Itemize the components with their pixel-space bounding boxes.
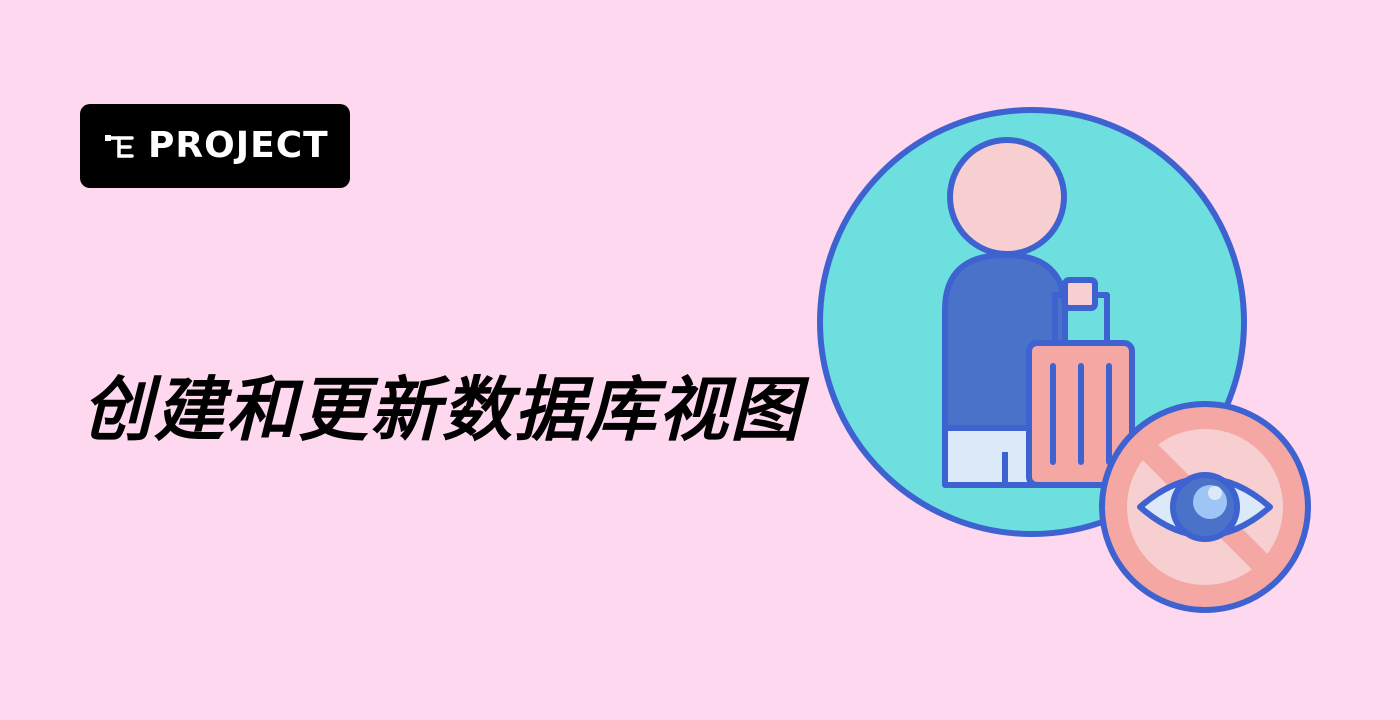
person-head (947, 137, 1067, 257)
project-badge: PROJECT (80, 104, 350, 188)
hand (1062, 277, 1098, 311)
badge-label: PROJECT (148, 125, 329, 166)
traveler-illustration (817, 107, 1311, 613)
labex-logo-icon (105, 135, 134, 158)
page-title: 创建和更新数据库视图 (82, 369, 802, 451)
